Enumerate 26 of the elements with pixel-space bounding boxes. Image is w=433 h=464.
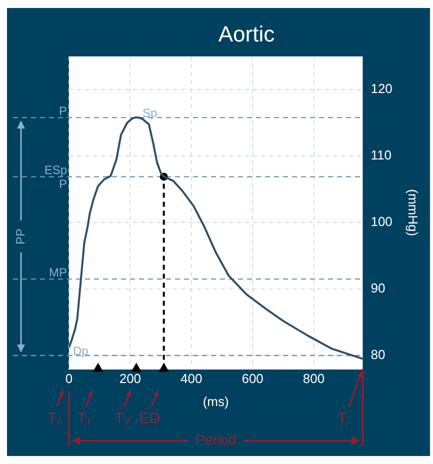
y-tick-label: 110	[370, 148, 392, 163]
text: T₁	[76, 410, 92, 427]
x-tick-label: 400	[180, 371, 202, 386]
y-tick-label: 90	[370, 280, 386, 296]
x-tick-label: 600	[242, 371, 264, 386]
chart-title: Aortic	[218, 21, 275, 46]
text: ED	[139, 410, 160, 427]
y-tick-label: 120	[370, 81, 392, 96]
text: T₋	[338, 410, 352, 427]
ref-line-label: P	[58, 104, 67, 118]
x-tick-label: 800	[302, 371, 325, 386]
x-tick-label: 200	[119, 371, 142, 386]
ref-line-label: MP	[49, 265, 67, 280]
text: P	[58, 177, 67, 192]
annotation: Sp	[142, 106, 158, 120]
text: T₀	[47, 410, 63, 427]
annotation: Dp	[73, 344, 89, 358]
text: PP	[13, 228, 28, 245]
text: T₂	[114, 410, 130, 427]
ref-line-label: ESp	[44, 163, 68, 178]
y-axis-title: (mmHg)	[406, 189, 421, 236]
text: Period	[196, 432, 236, 448]
y-tick-label: 80	[370, 347, 386, 362]
x-tick-label: 0	[65, 371, 73, 386]
x-axis-title: (ms)	[202, 394, 229, 409]
y-tick-label: 100	[370, 214, 392, 230]
